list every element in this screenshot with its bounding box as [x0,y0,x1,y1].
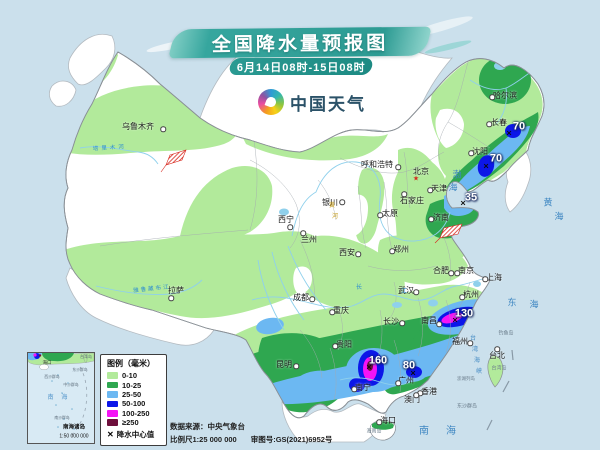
center-marker-label: 降水中心值 [116,430,155,440]
legend-item: 10-25 [107,380,166,390]
legend-color-swatch [107,391,118,398]
legend-item: 50-100 [107,399,166,408]
legend-range-label: 10-25 [122,380,142,390]
map-title: 全国降水量预报图 [211,33,389,56]
rivers [79,69,535,386]
title-banner: 全国降水量预报图 [168,26,432,59]
x-marker-symbol: ✕ [107,430,114,440]
legend-center-marker-row: ✕ 降水中心值 [107,429,166,440]
china-weather-logo: 中国天气 [258,89,366,115]
legend-color-swatch [107,410,118,417]
legend-box: 图例（毫米） 0-10 10-25 25-50 50-100 100-250 ≥250 ✕… [100,354,167,446]
inset-south-china-sea-map [27,352,95,444]
legend-color-swatch [107,381,118,389]
legend-rows: 0-10 10-25 25-50 50-100 100-250 ≥250 [107,371,166,427]
province-borders [99,61,491,401]
legend-color-swatch [107,372,118,379]
legend-item: 0-10 [107,371,166,380]
lakes [279,62,506,308]
red-hatch-symbol [160,149,463,244]
logo-text: 中国天气 [290,94,366,114]
inset-mini-map [27,352,95,438]
legend-item: ≥250 [107,418,166,427]
scale-approval-text: 比例尺1:25 000 000 审图号:GS(2021)6952号 [170,434,332,445]
taiwan-island [487,355,504,388]
map-subtitle: 6月14日08时-15日08时 [236,61,366,74]
legend-item: 100-250 [107,409,166,418]
legend-range-label: 50-100 [122,399,146,409]
subtitle-banner: 6月14日08时-15日08时 [227,58,375,75]
dash-line-segments [486,349,514,431]
legend-range-label: 25-50 [122,389,142,399]
legend-item: 25-50 [107,390,166,399]
weather-swirl-icon [258,89,284,115]
data-source-text: 数据来源：中央气象台 [170,422,245,431]
legend-title: 图例（毫米） [107,359,155,368]
legend-color-swatch [107,419,118,426]
map-scale-text: 比例尺1:25 000 000 [170,435,237,444]
approval-number-text: 审图号:GS(2021)6952号 [250,435,333,444]
legend-range-label: 100-250 [122,408,150,418]
legend-color-swatch [107,400,118,408]
legend-range-label: 0-10 [122,371,138,381]
legend-range-label: ≥250 [122,418,139,428]
